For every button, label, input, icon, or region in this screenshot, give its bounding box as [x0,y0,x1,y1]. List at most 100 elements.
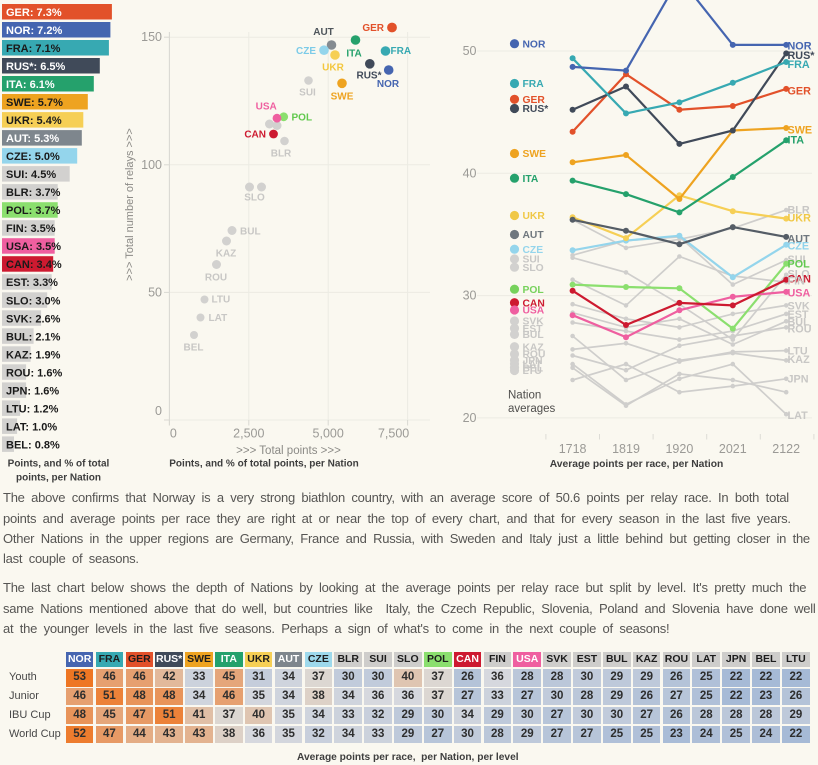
svg-text:BEL: BEL [184,343,204,354]
svg-text:FRA: FRA [788,59,810,71]
svg-text:EST: 3.3%: EST: 3.3% [6,277,58,289]
svg-text:>>> Total number of relays >>>: >>> Total number of relays >>> [124,128,136,281]
svg-text:GER: GER [362,23,384,34]
svg-text:FIN: FIN [788,276,806,288]
svg-text:BUL: BUL [240,227,261,238]
svg-text:LAT: 1.0%: LAT: 1.0% [6,421,57,433]
svg-text:KAZ: KAZ [788,354,811,366]
svg-text:2122: 2122 [772,442,800,456]
svg-text:100: 100 [141,158,162,172]
svg-text:BUL: BUL [523,330,544,341]
svg-text:ROU: ROU [788,324,812,336]
svg-text:SUI: SUI [788,254,806,266]
svg-text:1718: 1718 [559,442,587,456]
svg-text:50: 50 [463,44,477,58]
svg-text:ITA: ITA [346,49,361,60]
svg-text:CAN: CAN [788,273,812,285]
svg-text:FRA: FRA [391,46,412,57]
svg-text:SVK: SVK [788,300,810,312]
svg-text:BEL: BEL [523,363,544,374]
svg-text:EST: EST [788,309,809,321]
svg-text:NOR: 7.2%: NOR: 7.2% [6,25,62,37]
svg-text:CAN: CAN [523,298,545,309]
svg-text:POL: POL [788,259,811,271]
svg-text:UKR: 5.4%: UKR: 5.4% [6,115,62,127]
svg-text:POL: POL [292,113,313,124]
svg-text:KAZ: KAZ [523,342,544,353]
svg-text:UKR: UKR [523,211,546,222]
svg-text:JPN: JPN [788,374,809,386]
svg-text:LAT: LAT [788,410,809,422]
svg-text:1920: 1920 [665,442,693,456]
svg-text:NOR: NOR [523,39,546,50]
svg-text:SUI: 4.5%: SUI: 4.5% [6,169,56,181]
svg-text:EST: EST [523,324,544,335]
svg-text:2,500: 2,500 [233,427,264,441]
svg-text:GER: 7.3%: GER: 7.3% [6,7,62,19]
svg-text:POL: 3.7%: POL: 3.7% [6,205,61,217]
svg-text:JPN: 1.6%: JPN: 1.6% [6,385,59,397]
svg-text:USA: USA [256,102,277,113]
svg-text:SLO: 3.0%: SLO: 3.0% [6,295,61,307]
svg-text:50: 50 [148,285,162,299]
svg-text:BLR: 3.7%: BLR: 3.7% [6,187,61,199]
svg-text:BEL: 0.8%: BEL: 0.8% [6,439,60,451]
svg-text:NOR: NOR [377,79,400,90]
svg-text:30: 30 [463,289,477,303]
svg-text:RUS*: 6.5%: RUS*: 6.5% [6,61,66,73]
svg-text:0: 0 [170,427,177,441]
svg-text:CZE: CZE [296,46,316,57]
svg-text:Points, and % of total points,: Points, and % of total points, per Natio… [169,459,358,470]
svg-text:ITA: 6.1%: ITA: 6.1% [6,79,55,91]
svg-text:SWE: SWE [523,149,547,160]
svg-text:SUI: SUI [299,88,316,99]
svg-text:LTU: LTU [523,366,542,377]
svg-text:ROU: ROU [523,350,546,361]
svg-text:BUL: 2.1%: BUL: 2.1% [6,331,61,343]
svg-text:RUS*: RUS* [356,71,381,82]
svg-text:UKR: UKR [788,213,812,225]
svg-text:GER: GER [523,95,546,106]
svg-text:BUL: BUL [788,317,811,329]
svg-text:SWE: SWE [331,92,354,103]
svg-text:20: 20 [463,411,477,425]
svg-text:SWE: 5.7%: SWE: 5.7% [6,97,63,109]
svg-text:BLR: BLR [788,205,810,217]
svg-text:AUT: AUT [788,234,811,246]
svg-text:USA: USA [788,288,811,300]
svg-text:CAN: 3.4%: CAN: 3.4% [6,259,62,271]
svg-text:SLO: SLO [244,193,265,204]
svg-text:FRA: FRA [523,79,545,90]
svg-text:Nation: Nation [508,390,541,402]
svg-text:ROU: ROU [205,273,227,284]
svg-text:5,000: 5,000 [313,427,344,441]
svg-text:POL: POL [523,285,544,296]
svg-text:CZE: CZE [788,241,810,253]
svg-text:KAZ: KAZ [216,249,237,260]
svg-text:CAN: CAN [244,130,266,141]
svg-text:>>> Total points >>>: >>> Total points >>> [236,445,341,457]
svg-text:USA: USA [523,306,545,317]
svg-text:FRA: 7.1%: FRA: 7.1% [6,43,61,55]
svg-text:150: 150 [141,30,162,44]
svg-text:40: 40 [463,166,477,180]
svg-text:Points, and % of total: Points, and % of total [8,459,110,470]
svg-text:SLO: SLO [523,263,544,274]
svg-text:AUT: AUT [523,230,545,241]
svg-text:ITA: ITA [788,135,805,147]
svg-text:LTU: LTU [212,295,231,306]
svg-text:0: 0 [155,404,162,418]
svg-text:CZE: 5.0%: CZE: 5.0% [6,151,60,163]
svg-text:ITA: ITA [523,174,539,185]
svg-text:1819: 1819 [612,442,640,456]
svg-text:FIN: 3.5%: FIN: 3.5% [6,223,56,235]
svg-text:AUT: AUT [313,27,334,38]
svg-text:SVK: SVK [523,317,545,328]
svg-text:CZE: CZE [523,245,544,256]
svg-text:USA: 3.5%: USA: 3.5% [6,241,61,253]
svg-text:averages: averages [508,403,556,415]
svg-text:LTU: LTU [788,346,808,358]
svg-text:RUS*: RUS* [523,104,549,115]
svg-text:SWE: SWE [788,125,813,137]
svg-text:KAZ: 1.9%: KAZ: 1.9% [6,349,61,361]
